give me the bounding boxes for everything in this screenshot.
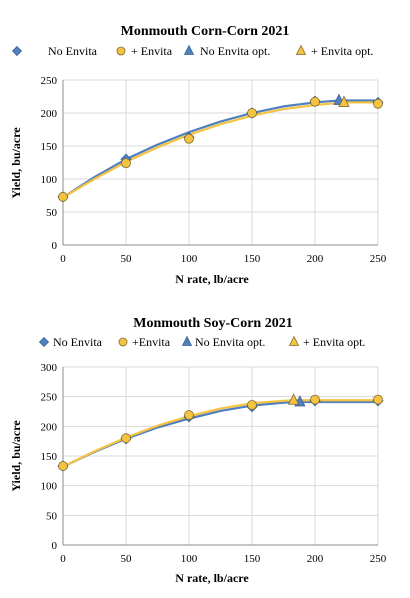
plot-area: 0 50 100 150 200 250 0 50 100 150 200 250	[41, 75, 387, 265]
legend-marker	[183, 44, 195, 55]
legend-marker	[118, 337, 128, 347]
legend-marker	[116, 46, 126, 56]
x-tick-label: 0	[60, 253, 66, 265]
x-tick-label: 200	[307, 553, 324, 565]
fit-curve-no-envita	[62, 99, 378, 199]
x-tick-label: 100	[181, 553, 198, 565]
legend-entry: + Envita opt.	[303, 335, 365, 349]
data-point	[58, 461, 68, 471]
legend-entry: +Envita	[132, 335, 171, 349]
data-point	[338, 95, 350, 107]
legend-marker	[288, 335, 300, 346]
corn-corn-chart: Monmouth Corn-Corn 2021 No Envita + Envit…	[9, 24, 387, 286]
data-point	[121, 433, 131, 444]
data-point	[58, 191, 68, 202]
soy-corn-chart: Monmouth Soy-Corn 2021 No Envita +Envita N…	[9, 316, 387, 585]
x-axis-label: N rate, lb/acre	[175, 571, 249, 585]
legend-marker	[295, 44, 307, 55]
legend: No Envita + Envita No Envita opt. + Envita …	[11, 44, 373, 58]
legend-entry: + Envita opt.	[311, 44, 373, 58]
x-axis-label: N rate, lb/acre	[175, 272, 249, 286]
y-tick-label: 0	[52, 240, 58, 252]
x-tick-label: 100	[181, 253, 198, 265]
x-tick-label: 0	[60, 553, 66, 565]
x-tick-label: 50	[121, 253, 133, 265]
y-axis-label: Yield, bu/acre	[9, 127, 23, 199]
x-tick-label: 200	[307, 253, 324, 265]
data-point	[184, 133, 194, 144]
y-axis-label: Yield, bu/acre	[9, 420, 23, 492]
data-point	[121, 158, 131, 169]
data-point	[247, 108, 257, 118]
y-tick-label: 250	[41, 392, 58, 404]
data-point	[310, 394, 320, 405]
fit-curve-envita	[62, 101, 378, 199]
data-point	[287, 393, 300, 405]
chart-title: Monmouth Corn-Corn 2021	[121, 24, 290, 39]
legend-entry: No Envita	[53, 335, 103, 349]
legend-marker	[181, 335, 193, 346]
y-tick-label: 200	[41, 421, 58, 433]
x-tick-label: 150	[244, 553, 261, 565]
plot-area: 0 50 100 150 200 250 300 0 50 100 150 200 250	[41, 362, 387, 565]
data-point	[310, 96, 320, 107]
y-tick-label: 50	[46, 510, 58, 522]
y-tick-label: 200	[41, 108, 58, 120]
data-point	[247, 400, 257, 410]
data-point	[373, 394, 383, 405]
legend-marker	[11, 45, 23, 57]
fit-curve-envita	[62, 399, 378, 468]
legend-entry: No Envita opt.	[195, 335, 265, 349]
legend-entry: + Envita	[131, 44, 173, 58]
x-tick-label: 250	[370, 553, 387, 565]
legend: No Envita +Envita No Envita opt. + Envita o…	[38, 335, 365, 349]
y-tick-label: 0	[52, 540, 58, 552]
y-tick-label: 250	[41, 75, 58, 87]
legend-entry: No Envita	[48, 44, 98, 58]
y-tick-label: 100	[41, 174, 58, 186]
fit-curve-no-envita	[62, 400, 378, 468]
x-tick-label: 150	[244, 253, 261, 265]
x-tick-label: 250	[370, 253, 387, 265]
y-tick-label: 150	[41, 141, 58, 153]
legend-marker	[38, 336, 50, 348]
y-tick-label: 150	[41, 451, 58, 463]
y-tick-label: 50	[46, 207, 58, 219]
y-tick-label: 300	[41, 362, 58, 374]
data-point	[184, 410, 194, 420]
chart-title: Monmouth Soy-Corn 2021	[133, 316, 292, 331]
legend-entry: No Envita opt.	[200, 44, 270, 58]
data-point	[373, 98, 383, 109]
y-tick-label: 100	[41, 481, 58, 493]
x-tick-label: 50	[121, 553, 133, 565]
